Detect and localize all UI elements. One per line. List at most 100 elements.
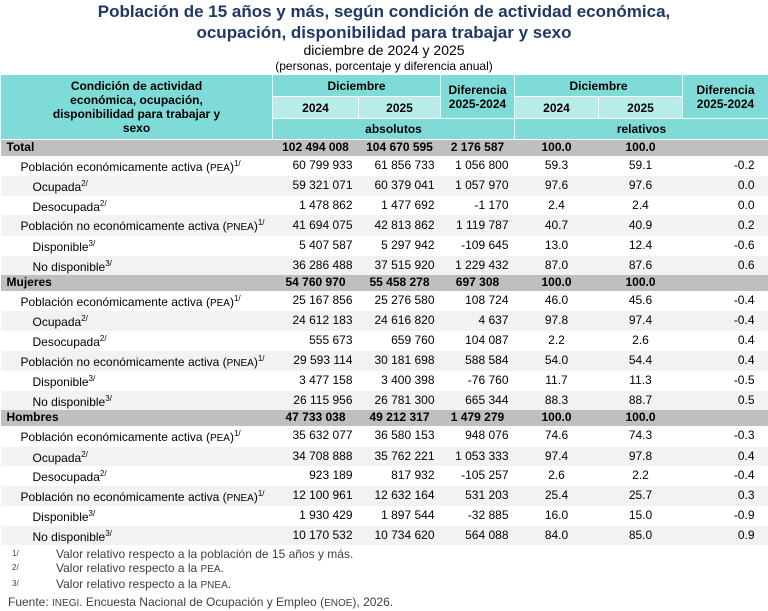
cell-value: 948 076: [441, 426, 515, 447]
cell-value: 588 584: [441, 351, 515, 372]
cell-value: 25 276 580: [359, 291, 441, 312]
row-label: No disponible3/: [1, 526, 273, 546]
cell-value: 0.6: [683, 256, 768, 276]
cell-value: 0.0: [683, 176, 768, 196]
table-row: Población no económicamente activa (PNEA…: [1, 486, 768, 507]
cell-value: 40.9: [599, 215, 683, 236]
cell-value: 29 593 114: [273, 351, 359, 372]
cell-value: 1 056 800: [441, 156, 515, 177]
row-label: Población económicamente activa (PEA)1/: [1, 156, 273, 177]
cell-value: 16.0: [515, 506, 599, 526]
cell-value: 4 637: [441, 311, 515, 331]
cell-value: -0.3: [683, 426, 768, 447]
cell-value: 74.3: [599, 426, 683, 447]
cell-value: 1 479 279: [441, 410, 515, 426]
cell-value: 0.4: [683, 447, 768, 467]
cell-value: 0.0: [683, 196, 768, 216]
cell-value: 2.6: [599, 331, 683, 351]
cell-value: -0.4: [683, 311, 768, 331]
cell-value: 60 799 933: [273, 156, 359, 177]
row-label: Desocupada2/: [1, 466, 273, 486]
cell-value: 0.3: [683, 486, 768, 507]
cell-value: -105 257: [441, 466, 515, 486]
cell-value: 5 297 942: [359, 236, 441, 256]
cell-value: -0.5: [683, 371, 768, 391]
cell-value: -0.6: [683, 236, 768, 256]
cell-value: 531 203: [441, 486, 515, 507]
footnote: 2/Valor relativo respecto a la PEA.: [12, 561, 768, 577]
cell-value: 1 478 862: [273, 196, 359, 216]
cell-value: 665 344: [441, 391, 515, 411]
footnote: 3/Valor relativo respecto a la PNEA.: [12, 577, 768, 593]
cell-value: 97.8: [599, 447, 683, 467]
cell-value: 100.0: [515, 275, 599, 291]
cell-value: 102 494 008: [273, 140, 359, 156]
cell-value: 47 733 038: [273, 410, 359, 426]
table-row: Población no económicamente activa (PNEA…: [1, 351, 768, 372]
footnote: 1/Valor relativo respecto a la población…: [12, 547, 768, 561]
header-relativos: relativos: [515, 119, 768, 140]
cell-value: 100.0: [599, 410, 683, 426]
cell-value: 97.6: [599, 176, 683, 196]
table-row: Población no económicamente activa (PNEA…: [1, 215, 768, 236]
cell-value: 41 694 075: [273, 215, 359, 236]
cell-value: -1 170: [441, 196, 515, 216]
cell-value: 555 673: [273, 331, 359, 351]
row-label: Población económicamente activa (PEA)1/: [1, 291, 273, 312]
cell-value: 2.2: [515, 331, 599, 351]
cell-value: 54 760 970: [273, 275, 359, 291]
cell-value: 85.0: [599, 526, 683, 546]
row-label: Disponible3/: [1, 371, 273, 391]
row-label: Población no económicamente activa (PNEA…: [1, 215, 273, 236]
cell-value: 35 762 221: [359, 447, 441, 467]
cell-value: 0.4: [683, 351, 768, 372]
cell-value: 97.6: [515, 176, 599, 196]
cell-value: 564 088: [441, 526, 515, 546]
cell-value: [683, 140, 768, 156]
cell-value: 24 616 820: [359, 311, 441, 331]
cell-value: 59.3: [515, 156, 599, 177]
cell-value: 108 724: [441, 291, 515, 312]
cell-value: 25.7: [599, 486, 683, 507]
row-label: Total: [1, 140, 273, 156]
cell-value: 25.4: [515, 486, 599, 507]
table-row: Población económicamente activa (PEA)1/6…: [1, 156, 768, 177]
cell-value: 104 087: [441, 331, 515, 351]
cell-value: 40.7: [515, 215, 599, 236]
cell-value: 10 734 620: [359, 526, 441, 546]
cell-value: 46.0: [515, 291, 599, 312]
row-label: Población económicamente activa (PEA)1/: [1, 426, 273, 447]
header-diferencia-abs: Diferencia 2025-2024: [441, 75, 515, 119]
cell-value: 1 057 970: [441, 176, 515, 196]
cell-value: 74.6: [515, 426, 599, 447]
cell-value: -76 760: [441, 371, 515, 391]
cell-value: 659 760: [359, 331, 441, 351]
cell-value: 1 053 333: [441, 447, 515, 467]
table-title: Población de 15 años y más, según condic…: [0, 2, 768, 42]
header-absolutos: absolutos: [273, 119, 515, 140]
table-row: Población económicamente activa (PEA)1/2…: [1, 291, 768, 312]
header-2024-rel: 2024: [515, 97, 599, 119]
row-label: Hombres: [1, 410, 273, 426]
data-table: Condición de actividad económica, ocupac…: [0, 74, 768, 545]
cell-value: 2.4: [599, 196, 683, 216]
header-diciembre-abs: Diciembre: [273, 75, 441, 97]
cell-value: 88.7: [599, 391, 683, 411]
cell-value: 30 181 698: [359, 351, 441, 372]
row-label: Disponible3/: [1, 236, 273, 256]
row-label: Ocupada2/: [1, 176, 273, 196]
header-condition: Condición de actividad económica, ocupac…: [1, 75, 273, 140]
cell-value: 100.0: [515, 410, 599, 426]
header-2025-rel: 2025: [599, 97, 683, 119]
cell-value: 2.2: [599, 466, 683, 486]
